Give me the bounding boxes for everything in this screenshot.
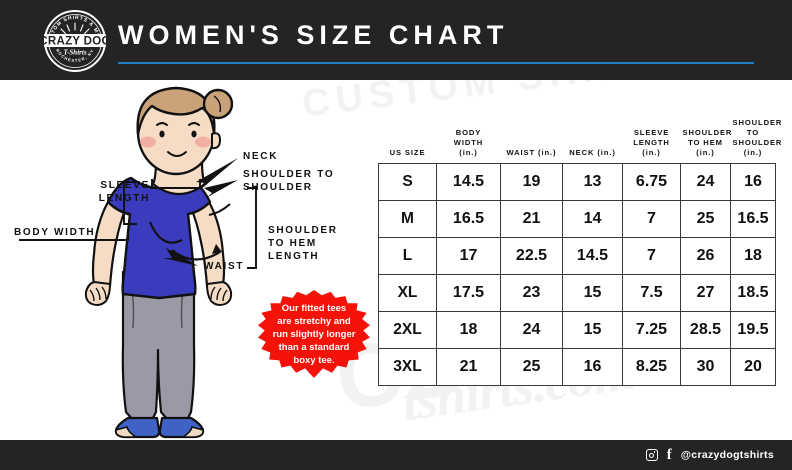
cell-shoulder-to-hem: 26: [680, 237, 731, 275]
diagram-label-neck: NECK: [243, 151, 279, 162]
cell-sleeve-length: 8.25: [622, 348, 681, 386]
cell-size: XL: [378, 274, 437, 312]
column-header-us-size: US SIZE: [389, 148, 426, 157]
cell-shoulder-to-hem: 30: [680, 348, 731, 386]
cell-size: S: [378, 163, 437, 201]
cell-waist: 21: [500, 200, 563, 238]
cell-shoulder-to-shoulder: 18: [730, 237, 776, 275]
cell-waist: 24: [500, 311, 563, 349]
cell-body-width: 21: [436, 348, 501, 386]
cell-body-width: 17.5: [436, 274, 501, 312]
column-header-neck: NECK (in.): [569, 148, 616, 157]
table-row: XL 17.5 23 15 7.5 27 18.5: [378, 274, 776, 312]
cell-shoulder-to-hem: 28.5: [680, 311, 731, 349]
cell-sleeve-length: 7: [622, 200, 681, 238]
column-header-shoulder-to-hem: SHOULDER TO HEM (in.): [682, 128, 733, 157]
cell-shoulder-to-hem: 27: [680, 274, 731, 312]
crazy-dog-logo[interactable]: CUSTOM SHIRTS & MORE ROCHESTER, NY CRAZY…: [20, 5, 128, 73]
cell-shoulder-to-shoulder: 18.5: [730, 274, 776, 312]
cell-body-width: 14.5: [436, 163, 501, 201]
cell-waist: 23: [500, 274, 563, 312]
svg-text:T-Shirts: T-Shirts: [63, 49, 86, 57]
column-header-shoulder-to-shoulder: SHOULDER TO SHOULDER (in.): [732, 118, 783, 157]
size-table-container: US SIZE BODY WIDTH (in.) WAIST (in.) NEC…: [378, 118, 781, 386]
diagram-label-sleeve-length: SLEEVE LENGTH: [98, 180, 150, 204]
cell-shoulder-to-hem: 25: [680, 200, 731, 238]
title-underline: [118, 62, 754, 64]
table-row: L 17 22.5 14.5 7 26 18: [378, 237, 776, 275]
cell-sleeve-length: 7.5: [622, 274, 681, 312]
social-links: f @crazydogtshirts: [645, 440, 774, 470]
cell-shoulder-to-shoulder: 16: [730, 163, 776, 201]
cell-waist: 19: [500, 163, 563, 201]
cell-neck: 13: [562, 163, 623, 201]
diagram-label-shoulder-to-shoulder: SHOULDER TO SHOULDER: [243, 169, 335, 193]
column-header-sleeve-length: SLEEVE LENGTH (in.): [633, 128, 670, 157]
cell-body-width: 18: [436, 311, 501, 349]
table-header-row: US SIZE BODY WIDTH (in.) WAIST (in.) NEC…: [379, 118, 783, 164]
cell-shoulder-to-shoulder: 20: [730, 348, 776, 386]
cell-neck: 15: [562, 274, 623, 312]
cell-neck: 14: [562, 200, 623, 238]
instagram-icon[interactable]: [645, 449, 658, 461]
cell-size: M: [378, 200, 437, 238]
cell-shoulder-to-hem: 24: [680, 163, 731, 201]
svg-text:CRAZY DOG: CRAZY DOG: [39, 35, 111, 47]
cell-size: 3XL: [378, 348, 437, 386]
facebook-icon[interactable]: f: [666, 446, 672, 463]
cell-body-width: 16.5: [436, 200, 501, 238]
cell-body-width: 17: [436, 237, 501, 275]
body-measurement-diagram: NECK SHOULDER TO SHOULDER SLEEVE LENGTH …: [0, 82, 378, 440]
table-row: 2XL 18 24 15 7.25 28.5 19.5: [378, 311, 776, 349]
header-bar: CUSTOM SHIRTS & MORE ROCHESTER, NY CRAZY…: [0, 0, 792, 80]
cell-sleeve-length: 6.75: [622, 163, 681, 201]
column-header-body-width: BODY WIDTH (in.): [453, 128, 484, 157]
cell-waist: 25: [500, 348, 563, 386]
cell-waist: 22.5: [500, 237, 563, 275]
footer-bar: f @crazydogtshirts: [0, 440, 792, 470]
cell-neck: 14.5: [562, 237, 623, 275]
table-row: S 14.5 19 13 6.75 24 16: [378, 163, 776, 201]
diagram-label-shoulder-to-hem: SHOULDER TO HEM LENGTH: [268, 225, 338, 262]
cell-shoulder-to-shoulder: 16.5: [730, 200, 776, 238]
page-title: WOMEN'S SIZE CHART: [118, 20, 509, 50]
logo-icon: CUSTOM SHIRTS & MORE ROCHESTER, NY CRAZY…: [20, 5, 111, 72]
cell-neck: 15: [562, 311, 623, 349]
woman-figure-illustration: [19, 86, 257, 439]
table-row: 3XL 21 25 16 8.25 30 20: [378, 348, 776, 386]
column-header-waist: WAIST (in.): [506, 148, 557, 157]
cell-shoulder-to-shoulder: 19.5: [730, 311, 776, 349]
diagram-label-waist: WAIST: [204, 261, 245, 272]
social-handle[interactable]: @crazydogtshirts: [680, 449, 774, 461]
cell-sleeve-length: 7: [622, 237, 681, 275]
title-area: WOMEN'S SIZE CHART: [118, 20, 758, 72]
cell-neck: 16: [562, 348, 623, 386]
size-table: US SIZE BODY WIDTH (in.) WAIST (in.) NEC…: [378, 118, 783, 386]
cell-size: 2XL: [378, 311, 437, 349]
fit-note-text: Our fitted tees are stretchy and run sli…: [272, 302, 356, 366]
cell-sleeve-length: 7.25: [622, 311, 681, 349]
diagram-label-body-width: BODY WIDTH: [14, 227, 96, 238]
cell-size: L: [378, 237, 437, 275]
table-row: M 16.5 21 14 7 25 16.5: [378, 200, 776, 238]
